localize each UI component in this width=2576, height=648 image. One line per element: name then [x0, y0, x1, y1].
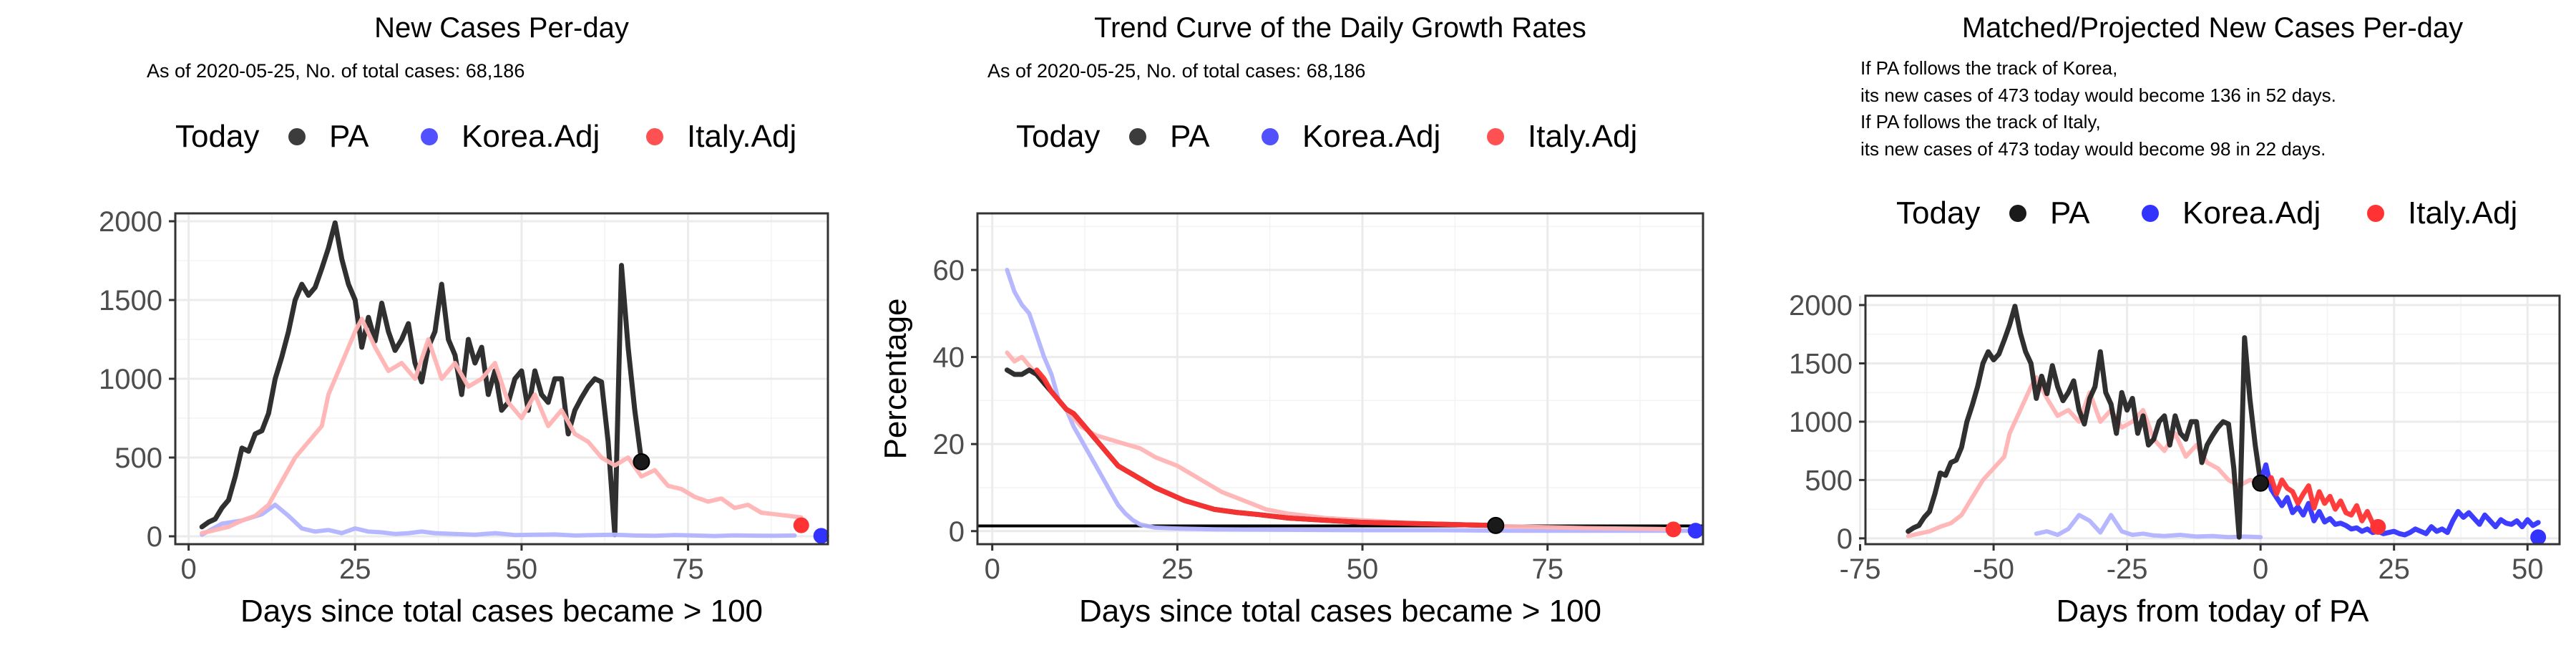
legend: Today PA Korea.Adj Italy.Adj: [1016, 119, 1637, 154]
y-tick-label: 2000: [1789, 290, 1853, 321]
series-line-korea-adj: [200, 503, 797, 538]
today-point-today-korea: [1687, 523, 1704, 539]
today-point-today-italy: [793, 517, 809, 533]
x-tick-label: 25: [1161, 553, 1194, 585]
chart-3: Matched/Projected New Cases Per-day If PA…: [1789, 12, 2561, 629]
legend-pa-label: PA: [2050, 195, 2090, 231]
legend-korea-label: Korea.Adj: [2182, 195, 2321, 231]
today-point-today-pa: [2252, 474, 2270, 492]
panel-border: [1864, 294, 2561, 546]
chart-annotation-line: If PA follows the track of Italy,: [1860, 111, 2101, 132]
y-axis-label: Percentage: [878, 298, 913, 459]
chart-title: New Cases Per-day: [374, 12, 629, 44]
y-tick-label: 0: [147, 521, 162, 553]
chart-title: Trend Curve of the Daily Growth Rates: [1094, 12, 1586, 44]
y-tick-label: 500: [1805, 465, 1853, 496]
x-tick-label: 75: [672, 553, 704, 585]
legend-italy-marker: [2367, 205, 2384, 222]
legend-pa-marker: [288, 128, 306, 145]
y-tick-label: 500: [114, 443, 162, 474]
legend-korea-marker: [1262, 128, 1279, 145]
y-tick-label: 1000: [1789, 407, 1853, 438]
x-tick-label: 50: [506, 553, 538, 585]
legend-korea-label: Korea.Adj: [462, 119, 600, 154]
chart-2: Trend Curve of the Daily Growth Rates As …: [878, 12, 1704, 629]
y-tick-label: 40: [933, 342, 965, 374]
x-tick-label: 0: [985, 553, 1000, 585]
today-point-today-pa: [633, 453, 650, 470]
series-line-korea-adj: [1005, 268, 1698, 533]
x-tick-label: 0: [180, 553, 196, 585]
chart-subtitle: As of 2020-05-25, No. of total cases: 68…: [147, 60, 525, 82]
legend-pa-marker: [1129, 128, 1146, 145]
y-tick-label: 60: [933, 255, 965, 286]
x-tick-label: 50: [1347, 553, 1379, 585]
y-tick-label: 0: [1837, 523, 1853, 555]
today-point-today-italy: [2370, 518, 2386, 535]
legend: Today PA Korea.Adj Italy.Adj: [1896, 195, 2517, 231]
today-point-today-italy: [1665, 521, 1682, 538]
x-tick-label: -75: [1840, 553, 1881, 585]
x-axis-label: Days since total cases became > 100: [1079, 594, 1601, 629]
y-tick-label: 20: [933, 429, 965, 460]
series-line-italy-adj: [200, 316, 804, 536]
x-axis-label: Days from today of PA: [2057, 594, 2370, 629]
legend-pa-label: PA: [1170, 119, 1210, 154]
legend-italy-label: Italy.Adj: [687, 119, 796, 154]
x-tick-label: 25: [2378, 553, 2410, 585]
panel-background: [977, 213, 1703, 544]
today-point-today-korea: [813, 528, 829, 544]
x-tick-label: -25: [2107, 553, 2148, 585]
x-tick-label: 25: [339, 553, 371, 585]
y-tick-label: 1500: [99, 285, 162, 316]
chart-annotation-line: its new cases of 473 today would become …: [1860, 84, 2336, 106]
legend-korea-marker: [2142, 205, 2159, 222]
panel-border: [976, 212, 1704, 546]
chart-annotation-line: If PA follows the track of Korea,: [1860, 57, 2117, 79]
series-line-italy-adj: [1034, 367, 1498, 528]
today-point-today-pa: [1487, 516, 1505, 534]
series-line-pa: [199, 220, 644, 538]
legend: Today PA Korea.Adj Italy.Adj: [175, 119, 796, 154]
series-line-korea-adj: [2034, 513, 2263, 540]
legend-korea-label: Korea.Adj: [1302, 119, 1440, 154]
legend-italy-marker: [646, 128, 663, 145]
series-line-korea-adj: [2258, 462, 2541, 538]
legend-pa-label: PA: [329, 119, 369, 154]
legend-korea-marker: [421, 128, 438, 145]
legend-title: Today: [1896, 195, 1980, 231]
x-tick-label: -50: [1973, 553, 2014, 585]
x-axis-label: Days since total cases became > 100: [240, 594, 763, 629]
y-tick-label: 0: [949, 516, 965, 548]
legend-pa-marker: [2009, 205, 2026, 222]
chart-annotation-line: its new cases of 473 today would become …: [1860, 138, 2326, 160]
x-tick-label: 75: [1531, 553, 1563, 585]
legend-title: Today: [1016, 119, 1100, 154]
panel-background: [1865, 296, 2560, 544]
legend-italy-label: Italy.Adj: [1528, 119, 1637, 154]
x-tick-label: 0: [2253, 553, 2268, 585]
chart-title: Matched/Projected New Cases Per-day: [1962, 12, 2463, 44]
series-line-italy-adj: [2258, 475, 2381, 530]
chart-1: New Cases Per-day As of 2020-05-25, No. o…: [99, 12, 829, 629]
series-line-pa: [1906, 304, 2263, 540]
chart-subtitle: As of 2020-05-25, No. of total cases: 68…: [987, 60, 1365, 82]
legend-title: Today: [175, 119, 259, 154]
today-point-today-korea: [2530, 529, 2547, 546]
x-tick-label: 50: [2512, 553, 2544, 585]
y-tick-label: 2000: [99, 206, 162, 238]
y-tick-label: 1000: [99, 364, 162, 395]
legend-italy-label: Italy.Adj: [2408, 195, 2517, 231]
legend-italy-marker: [1487, 128, 1504, 145]
y-tick-label: 1500: [1789, 348, 1853, 379]
